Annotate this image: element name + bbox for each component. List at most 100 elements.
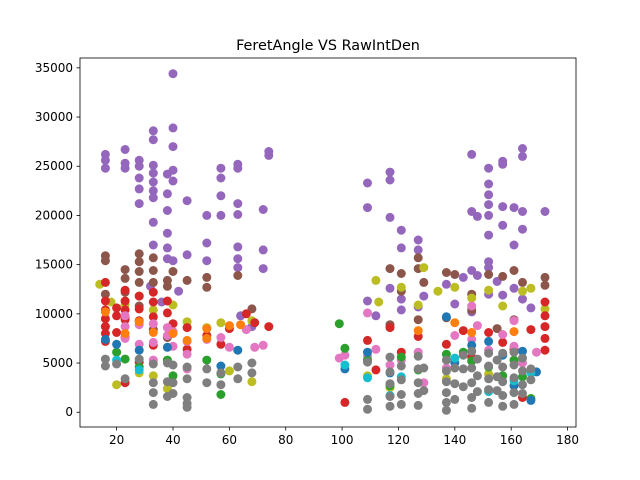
data-point [100,296,110,306]
y-tick-label: 35000 [35,61,73,75]
data-point [224,342,234,352]
data-point [518,366,527,376]
data-point [441,268,451,277]
data-point [509,360,519,370]
data-point [100,277,110,287]
data-point [518,144,527,153]
data-point [385,175,395,185]
data-point [148,305,158,315]
data-point [484,200,494,210]
data-point [540,311,550,321]
data-point [509,240,519,250]
data-point [518,207,527,216]
data-point [202,378,212,388]
data-point [492,324,502,334]
data-point [162,342,172,352]
data-point [540,304,550,314]
data-point [134,365,144,375]
data-point [233,345,243,355]
data-point [467,149,477,159]
data-point [134,173,144,183]
y-tick-label: 10000 [35,307,73,321]
data-point [120,285,130,295]
data-point [258,264,268,274]
data-point [518,294,527,304]
data-point [182,362,192,372]
data-point [134,267,144,276]
data-point [148,319,158,329]
data-point [233,263,243,273]
data-point [509,399,519,409]
data-point [518,286,527,296]
data-point [202,272,212,282]
data-point [168,329,178,338]
data-point [148,177,158,187]
data-point [385,167,395,177]
data-point [134,317,144,327]
data-point [518,389,527,398]
data-point [233,254,243,264]
data-point [363,178,372,188]
data-point [182,250,192,260]
x-tick-label: 160 [500,433,523,447]
data-point [216,339,226,349]
data-point [450,353,460,363]
chart-title: FeretAngle VS RawIntDen [236,38,420,54]
data-point [168,123,178,133]
data-point [467,403,477,413]
data-point [363,308,372,318]
data-point [396,375,406,385]
data-point [216,361,226,371]
data-point [413,253,423,263]
data-point [250,342,260,352]
data-point [168,267,178,276]
data-point [258,205,268,214]
data-point [148,297,158,307]
data-point [148,359,158,369]
data-point [458,382,468,392]
data-point [241,309,251,319]
data-point [112,359,122,369]
data-point [498,348,508,358]
data-point [233,210,243,219]
data-point [385,401,395,411]
data-point [233,199,243,209]
series-5 [100,307,519,345]
data-point [396,294,406,304]
data-point [484,385,494,395]
data-point [168,142,178,152]
data-point [472,271,482,280]
data-point [233,374,243,384]
data-point [363,394,372,404]
data-point [484,361,494,371]
data-point [492,355,502,365]
data-point [518,277,527,287]
data-point [162,296,172,306]
data-point [100,289,110,299]
data-point [134,161,144,171]
data-point [441,312,451,322]
data-point [264,322,274,332]
data-point [258,340,268,350]
data-point [385,360,395,370]
data-point [168,256,178,266]
data-point [509,283,519,293]
data-point [134,257,144,267]
data-point [472,321,482,331]
data-point [233,362,243,372]
data-point [202,355,212,365]
data-point [168,371,178,381]
data-point [498,377,508,387]
data-point [450,299,460,309]
data-point [396,390,406,399]
data-point [233,271,243,280]
data-point [526,283,536,293]
data-point [371,365,381,375]
data-point [100,307,110,317]
data-point [450,270,460,279]
data-point [182,349,192,359]
data-point [216,210,226,220]
data-point [467,293,477,303]
data-point [224,321,234,331]
data-point [182,275,192,285]
